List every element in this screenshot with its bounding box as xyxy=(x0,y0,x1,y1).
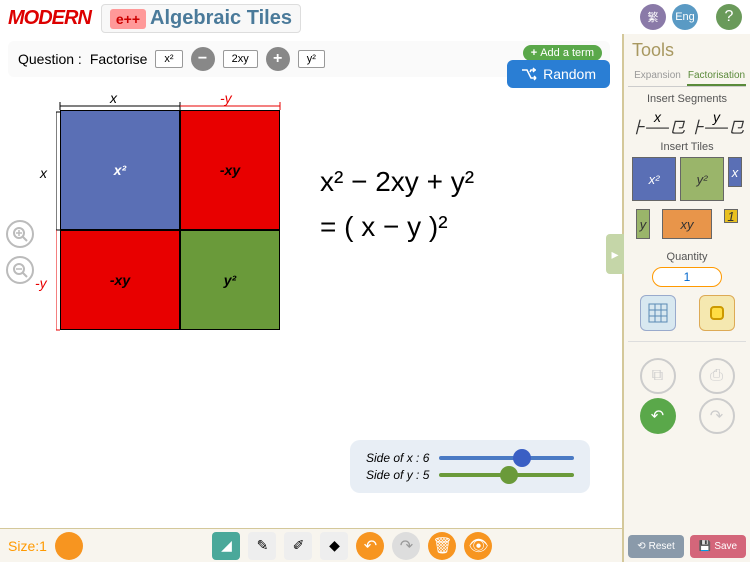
grid-icons xyxy=(628,295,746,331)
sidebar: ▸ Tools Expansion Factorisation Insert S… xyxy=(622,34,750,562)
export-button[interactable]: ⎙ xyxy=(699,358,735,394)
palette-tile[interactable]: 1 xyxy=(724,209,738,223)
slider-x-label: Side of x : 6 xyxy=(366,451,429,465)
slider-y-thumb[interactable] xyxy=(500,466,518,484)
axis-negy-top: -y xyxy=(220,90,232,106)
pen-black-button[interactable]: ✎ xyxy=(248,532,276,560)
hw-line1: x² − 2xy + y² xyxy=(320,160,474,205)
brand-logo: MODERN xyxy=(8,7,91,30)
header: MODERN e++ Algebraic Tiles xyxy=(0,0,750,37)
palette-tile[interactable]: x xyxy=(728,157,742,187)
quantity-label: Quantity xyxy=(628,251,746,263)
slider-x-track[interactable] xyxy=(439,456,574,460)
title-text: Algebraic Tiles xyxy=(150,7,292,30)
pen-thin-button[interactable]: ✐ xyxy=(284,532,312,560)
trash-button[interactable]: 🗑 xyxy=(428,532,456,560)
palette-tile[interactable]: y xyxy=(636,209,650,239)
op-plus[interactable]: + xyxy=(266,47,290,71)
visibility-button[interactable]: 👁 xyxy=(464,532,492,560)
grid-tool-button[interactable] xyxy=(640,295,676,331)
lang1-button[interactable]: 繁 xyxy=(640,4,666,30)
random-button[interactable]: Random xyxy=(507,60,610,88)
term-3[interactable]: y² xyxy=(298,50,325,68)
slider-y-track[interactable] xyxy=(439,473,574,477)
shuffle-icon xyxy=(521,67,537,81)
diagram-tile[interactable]: -xy xyxy=(180,110,280,230)
axis-x-top: x xyxy=(110,90,117,106)
term-1[interactable]: x² xyxy=(155,50,182,68)
undo-draw-button[interactable]: ↶ xyxy=(356,532,384,560)
seg-y[interactable]: y⺊──⺋ xyxy=(689,109,744,133)
bottom-actions: ⟲ Reset 💾 Save xyxy=(628,535,746,558)
fill-tool-button[interactable]: ◢ xyxy=(212,532,240,560)
size-label: Size:1 xyxy=(8,538,47,554)
app-badge: e++ xyxy=(110,9,146,29)
tab-factorisation[interactable]: Factorisation xyxy=(687,67,746,86)
undo-button[interactable]: ↶ xyxy=(640,398,676,434)
sub-tabs: Expansion Factorisation xyxy=(628,67,746,87)
diagram-tile[interactable]: y² xyxy=(180,230,280,330)
zoom-out-button[interactable] xyxy=(6,256,34,284)
slider-y-label: Side of y : 5 xyxy=(366,468,429,482)
diagram-tile[interactable]: -xy xyxy=(60,230,180,330)
single-tile-button[interactable] xyxy=(699,295,735,331)
hw-line2: = ( x − y )² xyxy=(320,205,474,250)
action-section: ⧉ ⎙ ↶ ↷ xyxy=(628,341,746,434)
question-prompt: Factorise xyxy=(90,51,148,67)
help-button[interactable]: ? xyxy=(716,4,742,30)
slider-y: Side of y : 5 xyxy=(366,468,574,482)
zoom-in-button[interactable] xyxy=(6,220,34,248)
bottom-toolbar: Size:1 ◢ ✎ ✐ ◆ ↶ ↷ 🗑 👁 xyxy=(0,528,622,562)
slider-x: Side of x : 6 xyxy=(366,451,574,465)
quantity-input[interactable] xyxy=(652,267,722,287)
seg-x[interactable]: x⺊──⺋ xyxy=(630,109,685,133)
term-2[interactable]: 2xy xyxy=(223,50,258,68)
tile-palette: x²y²xyxy1 xyxy=(628,157,746,243)
slider-x-thumb[interactable] xyxy=(513,449,531,467)
palette-tile[interactable]: y² xyxy=(680,157,724,201)
op-minus[interactable]: − xyxy=(191,47,215,71)
zoom-controls xyxy=(6,220,34,284)
seg-row: x⺊──⺋ y⺊──⺋ xyxy=(628,109,746,133)
question-label: Question : xyxy=(18,51,82,67)
insert-tiles-label: Insert Tiles xyxy=(628,141,746,153)
redo-draw-button[interactable]: ↷ xyxy=(392,532,420,560)
lang2-button[interactable]: Eng xyxy=(672,4,698,30)
top-icons: 繁 Eng ? xyxy=(640,4,742,30)
diagram-tile[interactable]: x² xyxy=(60,110,180,230)
redo-button[interactable]: ↷ xyxy=(699,398,735,434)
insert-segments-label: Insert Segments xyxy=(628,93,746,105)
axis-negy-left: -y xyxy=(35,275,47,291)
axis-x-left: x xyxy=(40,165,47,181)
palette-tile[interactable]: x² xyxy=(632,157,676,201)
add-term-button[interactable]: +Add a term xyxy=(523,45,602,61)
reset-button[interactable]: ⟲ Reset xyxy=(628,535,684,558)
tools-title: Tools xyxy=(628,40,746,61)
sidebar-collapse-button[interactable]: ▸ xyxy=(606,234,624,274)
sliders-panel: Side of x : 6 Side of y : 5 xyxy=(350,440,590,493)
tiles-diagram: x²-xy-xyy² x -y x -y xyxy=(60,110,280,330)
app-title: e++ Algebraic Tiles xyxy=(101,4,301,33)
eraser-button[interactable]: ◆ xyxy=(320,532,348,560)
tab-expansion[interactable]: Expansion xyxy=(628,67,687,86)
save-button[interactable]: 💾 Save xyxy=(690,535,746,558)
handwriting: x² − 2xy + y² = ( x − y )² xyxy=(320,160,474,250)
copy-button[interactable]: ⧉ xyxy=(640,358,676,394)
size-button[interactable] xyxy=(55,532,83,560)
palette-tile[interactable]: xy xyxy=(662,209,712,239)
